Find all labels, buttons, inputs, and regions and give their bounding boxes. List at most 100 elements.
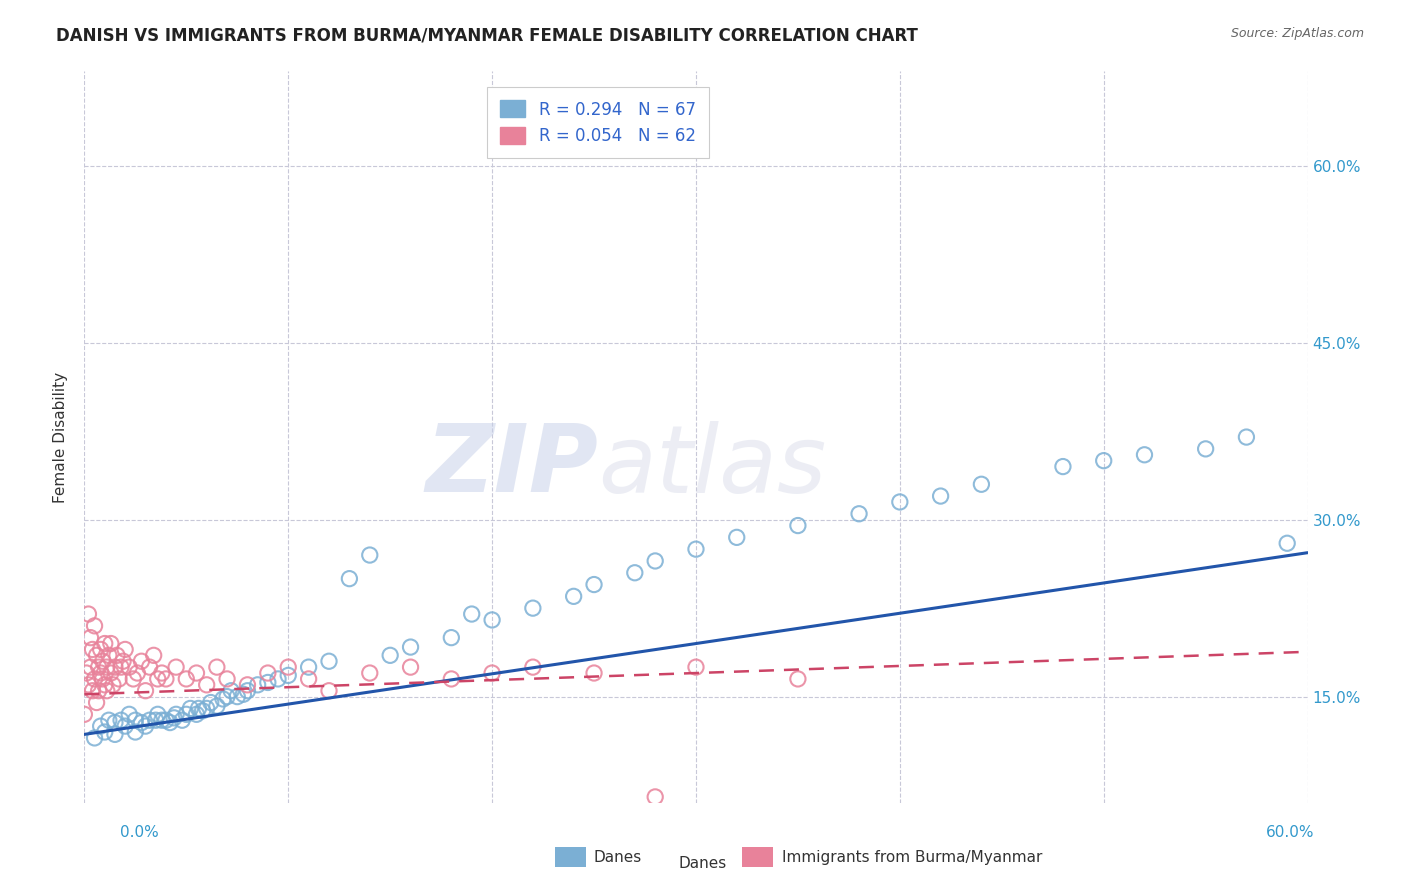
Point (172, 713, 194, 727)
Point (127, 666, 149, 681)
Point (104, 660, 127, 674)
Point (644, 554, 666, 568)
Point (83, 731, 105, 745)
Point (77, 678, 100, 692)
Point (232, 687, 254, 701)
FancyBboxPatch shape (742, 847, 773, 867)
Point (399, 660, 422, 674)
Point (155, 713, 177, 727)
Point (1133, 448, 1156, 462)
Point (110, 713, 132, 727)
Point (212, 692, 235, 706)
Point (150, 713, 173, 727)
Text: Source: ZipAtlas.com: Source: ZipAtlas.com (1230, 27, 1364, 40)
Point (108, 672, 131, 686)
Point (86, 648, 108, 663)
Point (187, 701, 209, 715)
Point (219, 683, 242, 698)
Point (87, 660, 110, 674)
Point (97, 648, 120, 663)
Point (359, 548, 381, 562)
Point (359, 666, 381, 681)
Point (145, 713, 167, 727)
Point (1052, 459, 1074, 474)
FancyBboxPatch shape (555, 847, 586, 867)
Point (440, 672, 463, 686)
Point (277, 668, 299, 682)
Point (624, 566, 647, 580)
Point (200, 696, 222, 710)
Point (1195, 442, 1218, 456)
Point (138, 713, 160, 727)
Point (142, 648, 165, 663)
Point (787, 672, 810, 686)
Point (725, 530, 748, 544)
Point (150, 666, 173, 681)
Point (77, 607, 100, 621)
Point (685, 660, 707, 674)
Point (929, 489, 952, 503)
Point (146, 707, 169, 722)
Point (481, 666, 503, 681)
Point (86, 696, 108, 710)
Point (83, 619, 105, 633)
Point (93, 636, 115, 650)
Point (186, 666, 208, 681)
Point (104, 715, 127, 730)
Point (298, 672, 321, 686)
Point (217, 672, 239, 686)
Point (267, 672, 290, 686)
Point (135, 719, 157, 733)
Point (165, 707, 187, 722)
Point (100, 666, 122, 681)
Point (848, 507, 870, 521)
Point (114, 719, 136, 733)
Text: atlas: atlas (598, 421, 827, 512)
Point (1236, 430, 1258, 444)
Point (562, 590, 585, 604)
Point (138, 660, 160, 674)
Point (522, 601, 544, 615)
Point (195, 701, 218, 715)
Point (100, 636, 122, 650)
Point (217, 690, 239, 704)
Point (124, 725, 146, 739)
Point (82, 642, 104, 657)
Point (118, 707, 141, 722)
Point (179, 701, 201, 715)
Point (90, 642, 112, 657)
Point (90, 666, 112, 681)
Point (131, 715, 153, 730)
Point (73, 707, 96, 722)
Y-axis label: Female Disability: Female Disability (53, 371, 69, 503)
Point (90, 719, 112, 733)
Point (970, 477, 993, 491)
Point (124, 713, 146, 727)
Point (112, 654, 135, 668)
Point (110, 660, 132, 674)
Point (246, 678, 269, 692)
Point (93, 678, 115, 692)
Point (93, 725, 115, 739)
Point (318, 683, 340, 698)
Point (481, 613, 503, 627)
Point (118, 660, 141, 674)
Point (79, 631, 101, 645)
Point (75, 666, 97, 681)
Point (685, 542, 707, 557)
Point (114, 642, 136, 657)
Point (165, 660, 187, 674)
Text: 60.0%: 60.0% (1267, 825, 1315, 840)
Point (97, 713, 120, 727)
Point (96, 683, 118, 698)
Point (236, 678, 259, 692)
Point (889, 495, 911, 509)
Point (101, 678, 124, 692)
Point (146, 672, 169, 686)
Point (583, 577, 606, 591)
Point (191, 704, 214, 718)
Point (257, 666, 280, 681)
Text: DANISH VS IMMIGRANTS FROM BURMA/MYANMAR FEMALE DISABILITY CORRELATION CHART: DANISH VS IMMIGRANTS FROM BURMA/MYANMAR … (56, 27, 918, 45)
Point (644, 789, 666, 804)
Point (440, 631, 463, 645)
